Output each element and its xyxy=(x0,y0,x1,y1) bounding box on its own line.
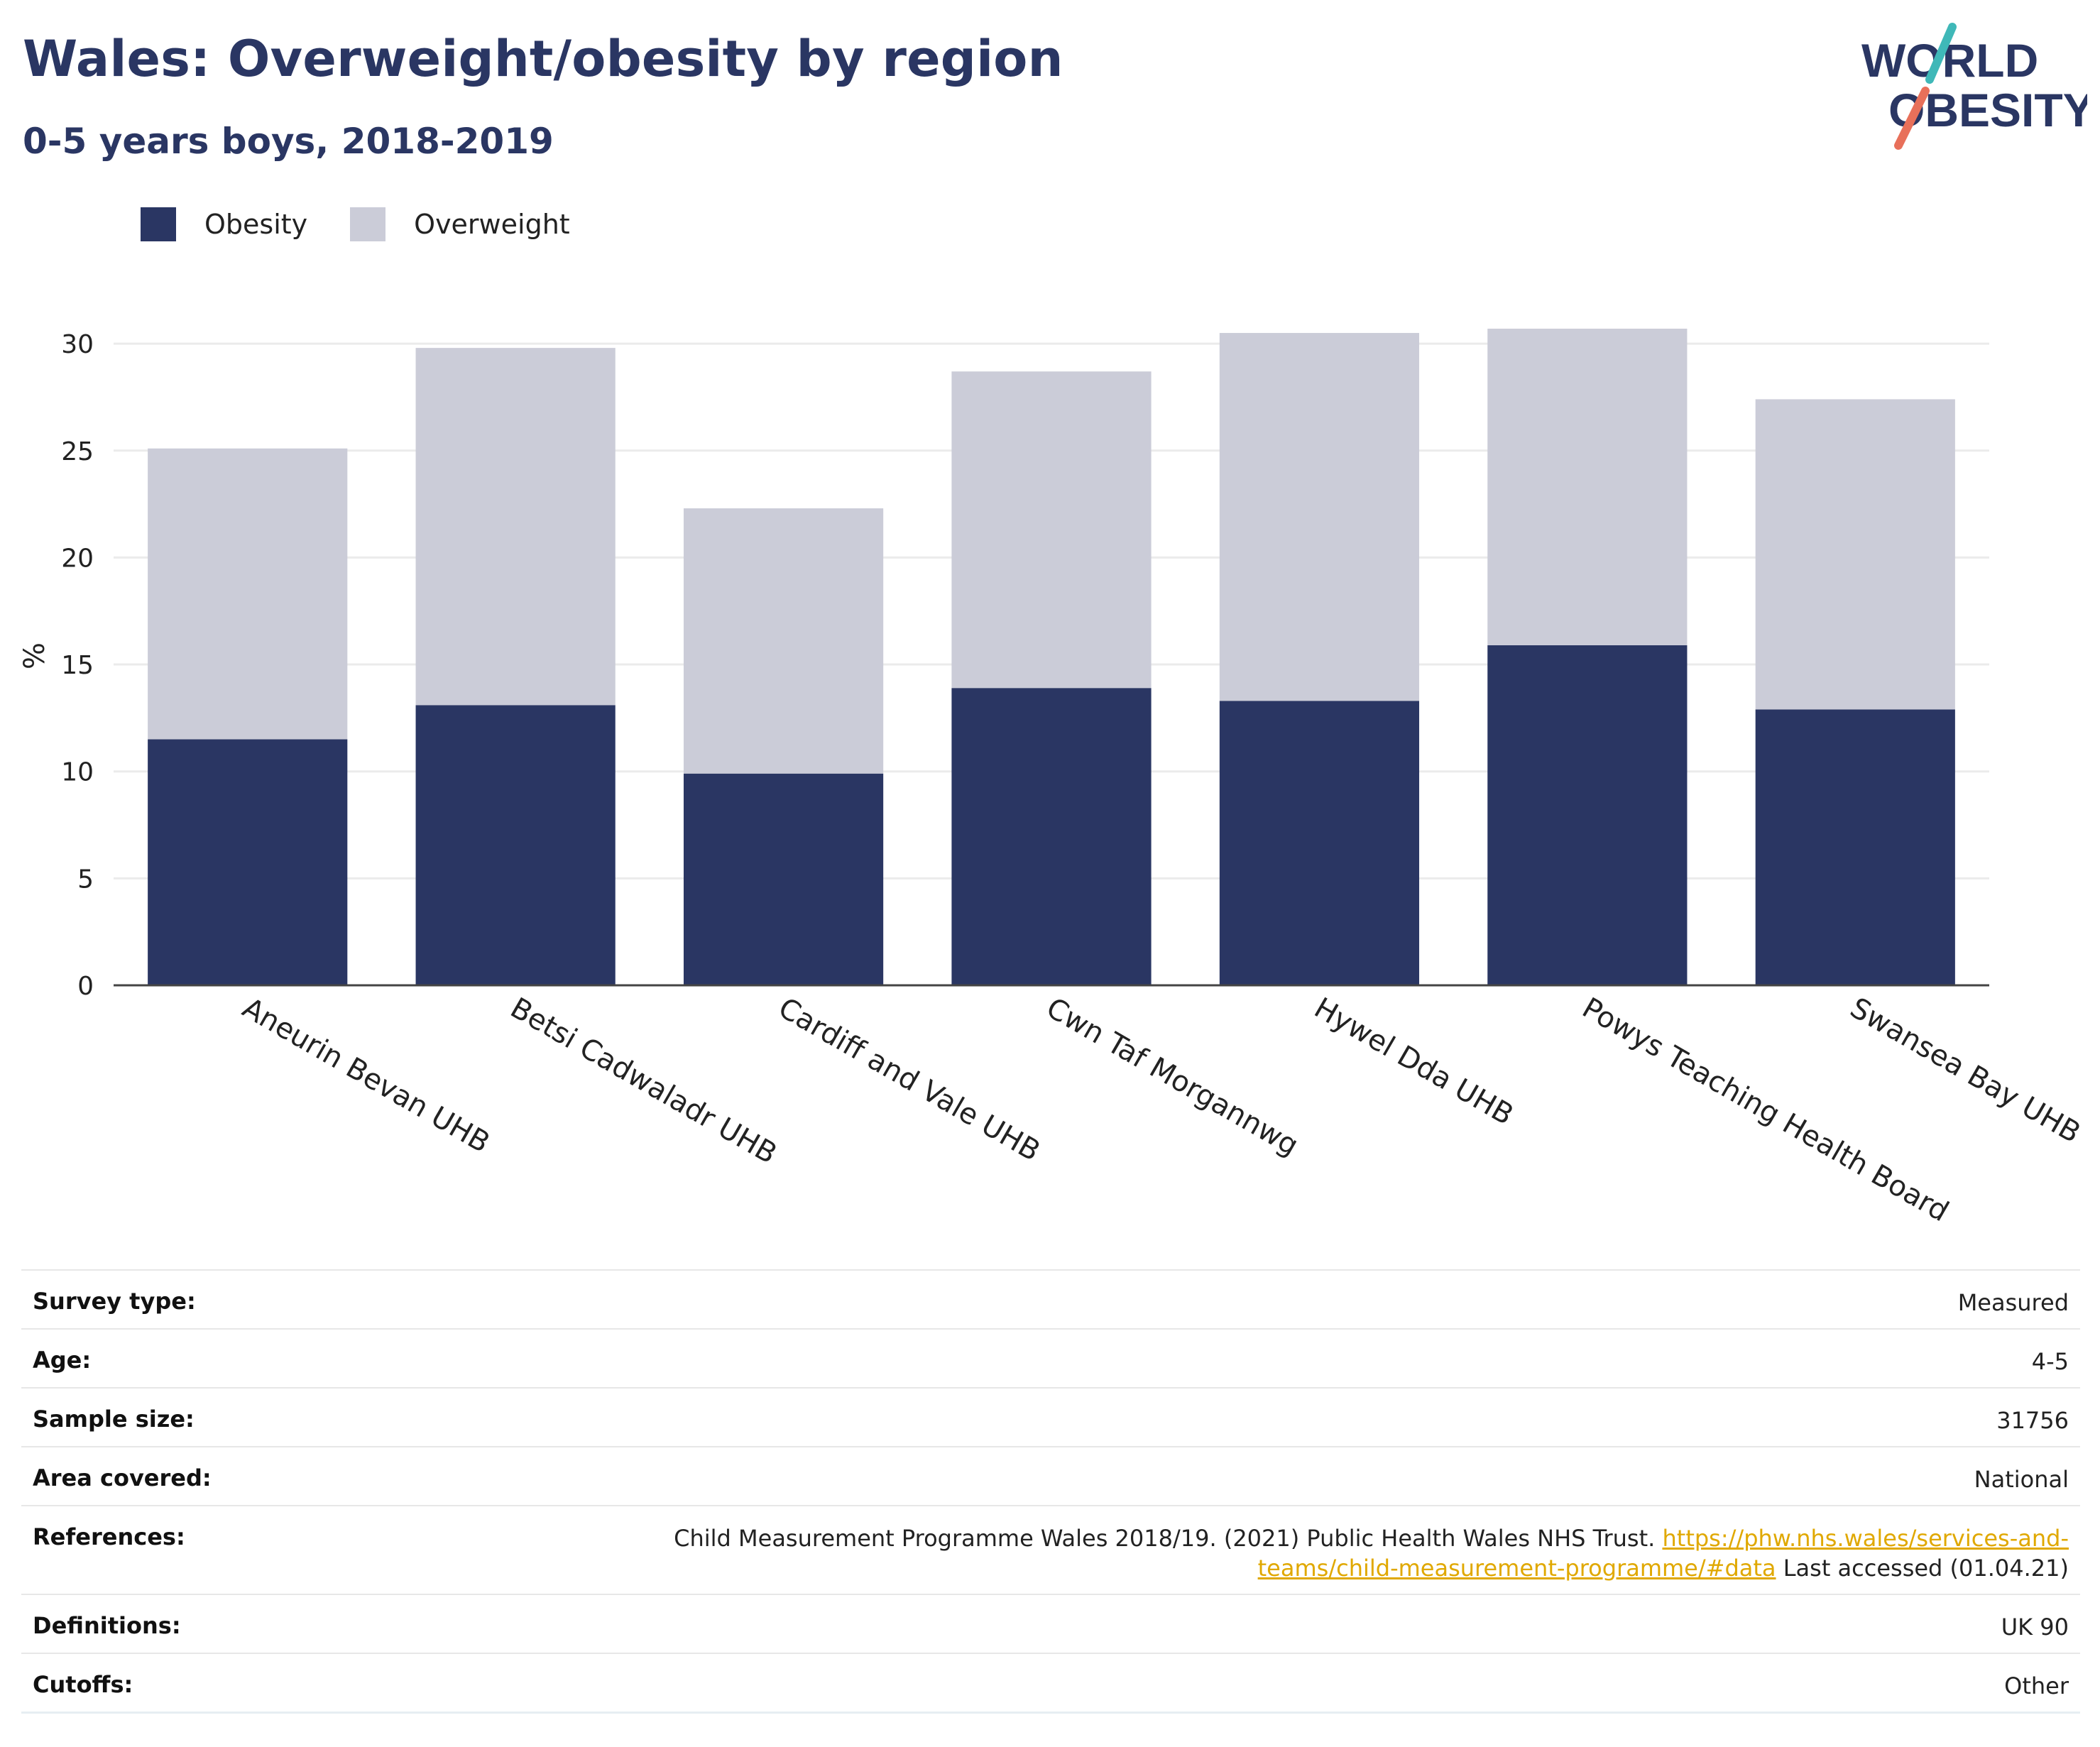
info-row-references: References: Child Measurement Programme … xyxy=(21,1505,2080,1594)
info-row-area: Area covered: National xyxy=(21,1446,2080,1506)
info-row-sample-size: Sample size: 31756 xyxy=(21,1387,2080,1447)
page-title: Wales: Overweight/obesity by region xyxy=(23,30,1063,88)
y-axis-label: % xyxy=(18,642,51,669)
info-label-references: References: xyxy=(21,1505,470,1594)
bar-overweight xyxy=(1487,329,1688,645)
x-tick-label: Hywel Dda UHB xyxy=(1308,992,1519,1132)
bar-obesity xyxy=(415,705,616,985)
y-tick-label: 0 xyxy=(77,972,94,1001)
info-value-sample-size: 31756 xyxy=(470,1387,2080,1447)
x-tick-label: Betsi Cadwaladr UHB xyxy=(505,992,782,1171)
bar-overweight xyxy=(415,348,616,706)
info-value-age: 4-5 xyxy=(470,1328,2080,1388)
references-accessed: Last accessed (01.04.21) xyxy=(1783,1555,2069,1582)
legend-item-overweight[interactable]: Overweight xyxy=(350,207,570,241)
stacked-bar-chart: 0 5 10 15 20 25 30% Aneurin Bevan UHB Betsi Cadw… xyxy=(18,329,2086,1228)
references-link-part1: https://phw.nhs.wales/services-and- xyxy=(1662,1525,2069,1552)
info-value-definitions: UK 90 xyxy=(470,1594,2080,1653)
y-tick-label: 20 xyxy=(61,544,94,573)
info-label-definitions: Definitions: xyxy=(21,1594,470,1653)
info-label-area: Area covered: xyxy=(21,1446,470,1506)
info-value-references: Child Measurement Programme Wales 2018/1… xyxy=(470,1505,2080,1594)
bar-obesity xyxy=(1487,645,1688,985)
info-label-survey-type: Survey type: xyxy=(21,1269,470,1329)
x-tick-label: Cwn Taf Morgannwg xyxy=(1041,992,1304,1162)
page-subtitle: 0-5 years boys, 2018-2019 xyxy=(23,121,554,162)
info-label-cutoffs: Cutoffs: xyxy=(21,1653,470,1714)
world-obesity-logo: WORLD OBESITY xyxy=(1861,23,2087,150)
legend-swatch-overweight xyxy=(350,207,386,241)
info-value-cutoffs: Other xyxy=(470,1653,2080,1714)
legend-label-obesity: Obesity xyxy=(204,209,308,240)
references-link[interactable]: https://phw.nhs.wales/services-and-teams… xyxy=(1258,1525,2069,1582)
x-tick-label: Cardiff and Vale UHB xyxy=(773,992,1046,1168)
bar-obesity xyxy=(148,739,348,985)
bar-obesity xyxy=(1219,701,1420,985)
info-row-definitions: Definitions: UK 90 xyxy=(21,1594,2080,1653)
legend-swatch-obesity xyxy=(141,207,176,241)
bar-overweight xyxy=(1219,333,1420,701)
info-row-age: Age: 4-5 xyxy=(21,1328,2080,1388)
info-row-survey-type: Survey type: Measured xyxy=(21,1269,2080,1329)
y-tick-label: 30 xyxy=(61,330,94,359)
legend-item-obesity[interactable]: Obesity xyxy=(141,207,307,241)
bar-overweight xyxy=(148,448,348,740)
bar-obesity xyxy=(1755,709,1955,985)
legend-label-overweight: Overweight xyxy=(414,209,570,240)
logo-slash-coral xyxy=(1894,87,1930,150)
logo-slash-teal xyxy=(1925,23,1957,84)
references-text: Child Measurement Programme Wales 2018/1… xyxy=(674,1525,1656,1552)
references-link-part2: teams/child-measurement-programme/#data xyxy=(1257,1555,1776,1582)
info-label-sample-size: Sample size: xyxy=(21,1387,470,1447)
bar-overweight xyxy=(1755,399,1955,710)
x-tick-label: Aneurin Bevan UHB xyxy=(237,992,496,1160)
info-value-survey-type: Measured xyxy=(470,1269,2080,1329)
info-label-age: Age: xyxy=(21,1328,470,1388)
info-row-cutoffs: Cutoffs: Other xyxy=(21,1653,2080,1714)
chart-legend: Obesity Overweight xyxy=(141,207,613,241)
y-tick-label: 10 xyxy=(61,758,94,787)
y-tick-label: 15 xyxy=(61,651,94,680)
y-tick-label: 25 xyxy=(61,437,94,466)
survey-info-table: Survey type: Measured Age: 4-5 Sample si… xyxy=(21,1269,2080,1714)
x-tick-label: Swansea Bay UHB xyxy=(1844,992,2086,1150)
bar-overweight xyxy=(683,508,884,774)
bar-obesity xyxy=(951,688,1152,985)
info-value-area: National xyxy=(470,1446,2080,1506)
bar-overweight xyxy=(951,371,1152,689)
y-tick-label: 5 xyxy=(77,865,94,894)
bar-obesity xyxy=(683,773,884,985)
